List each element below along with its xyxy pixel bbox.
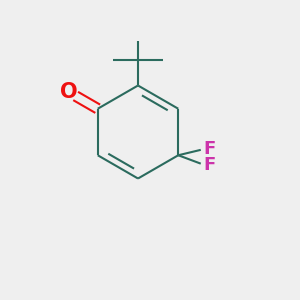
Text: O: O: [60, 82, 77, 102]
Text: F: F: [203, 140, 215, 158]
Text: F: F: [203, 156, 215, 174]
